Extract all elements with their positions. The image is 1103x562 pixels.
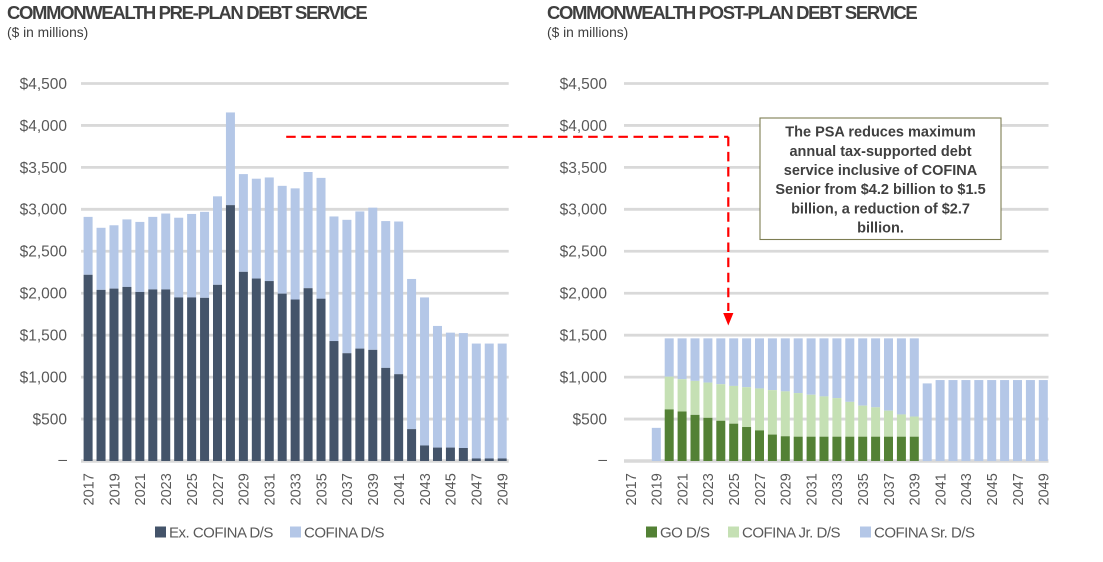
svg-text:2045: 2045 xyxy=(985,473,1001,505)
svg-text:Ex. COFINA D/S: Ex. COFINA D/S xyxy=(169,525,273,542)
svg-text:2047: 2047 xyxy=(1011,473,1027,505)
svg-text:2017: 2017 xyxy=(624,473,640,505)
svg-text:$500: $500 xyxy=(33,411,68,428)
svg-text:2037: 2037 xyxy=(340,473,356,505)
svg-text:The PSA reduces maximum: The PSA reduces maximum xyxy=(785,125,975,141)
svg-text:2031: 2031 xyxy=(263,473,279,505)
svg-text:2035: 2035 xyxy=(856,473,872,505)
svg-text:2023: 2023 xyxy=(159,473,175,505)
svg-text:$2,000: $2,000 xyxy=(560,286,608,303)
svg-text:–: – xyxy=(58,451,67,468)
svg-text:$1,000: $1,000 xyxy=(20,370,68,387)
svg-text:2047: 2047 xyxy=(470,473,486,505)
svg-text:2029: 2029 xyxy=(237,473,253,505)
svg-text:2029: 2029 xyxy=(779,473,795,505)
svg-text:2027: 2027 xyxy=(211,473,227,505)
svg-text:billion, a reduction of $2.7: billion, a reduction of $2.7 xyxy=(791,201,970,217)
svg-text:2027: 2027 xyxy=(753,473,769,505)
svg-text:$1,500: $1,500 xyxy=(20,328,68,345)
svg-text:2025: 2025 xyxy=(185,473,201,505)
svg-text:COFINA Jr. D/S: COFINA Jr. D/S xyxy=(742,525,841,542)
svg-text:$3,500: $3,500 xyxy=(20,160,68,177)
svg-text:service inclusive of COFINA: service inclusive of COFINA xyxy=(784,163,978,179)
svg-text:$3,500: $3,500 xyxy=(560,160,608,177)
svg-text:$3,000: $3,000 xyxy=(560,202,608,219)
svg-text:GO D/S: GO D/S xyxy=(660,525,710,542)
svg-text:$4,000: $4,000 xyxy=(20,118,68,135)
svg-text:$500: $500 xyxy=(573,411,608,428)
svg-text:2043: 2043 xyxy=(959,473,975,505)
svg-text:2031: 2031 xyxy=(804,473,820,505)
svg-text:2023: 2023 xyxy=(701,473,717,505)
svg-text:2033: 2033 xyxy=(830,473,846,505)
svg-text:$3,000: $3,000 xyxy=(20,202,68,219)
svg-text:$2,500: $2,500 xyxy=(560,244,608,261)
svg-text:2049: 2049 xyxy=(495,473,511,505)
svg-text:$1,500: $1,500 xyxy=(560,328,608,345)
svg-text:Senior from $4.2 billion to $1: Senior from $4.2 billion to $1.5 xyxy=(775,182,985,198)
svg-text:$4,500: $4,500 xyxy=(20,76,68,93)
svg-text:–: – xyxy=(598,451,607,468)
svg-text:$4,500: $4,500 xyxy=(560,76,608,93)
svg-text:2041: 2041 xyxy=(933,473,949,505)
svg-text:2037: 2037 xyxy=(882,473,898,505)
svg-text:2021: 2021 xyxy=(675,473,691,505)
svg-text:$2,000: $2,000 xyxy=(20,286,68,303)
svg-text:2021: 2021 xyxy=(133,473,149,505)
svg-text:2033: 2033 xyxy=(288,473,304,505)
svg-text:COFINA Sr. D/S: COFINA Sr. D/S xyxy=(874,525,975,542)
svg-text:2035: 2035 xyxy=(314,473,330,505)
svg-text:2025: 2025 xyxy=(727,473,743,505)
svg-text:2039: 2039 xyxy=(366,473,382,505)
svg-text:2019: 2019 xyxy=(650,473,666,505)
svg-text:2039: 2039 xyxy=(908,473,924,505)
svg-text:$1,000: $1,000 xyxy=(560,370,608,387)
svg-text:annual tax-supported debt: annual tax-supported debt xyxy=(789,144,971,160)
svg-text:2045: 2045 xyxy=(444,473,460,505)
svg-text:$4,000: $4,000 xyxy=(560,118,608,135)
svg-text:2049: 2049 xyxy=(1037,473,1053,505)
svg-text:billion.: billion. xyxy=(857,220,904,236)
svg-text:COFINA D/S: COFINA D/S xyxy=(304,525,385,542)
svg-text:$2,500: $2,500 xyxy=(20,244,68,261)
svg-text:2017: 2017 xyxy=(81,473,97,505)
svg-text:2043: 2043 xyxy=(418,473,434,505)
svg-text:2041: 2041 xyxy=(392,473,408,505)
svg-text:2019: 2019 xyxy=(107,473,123,505)
